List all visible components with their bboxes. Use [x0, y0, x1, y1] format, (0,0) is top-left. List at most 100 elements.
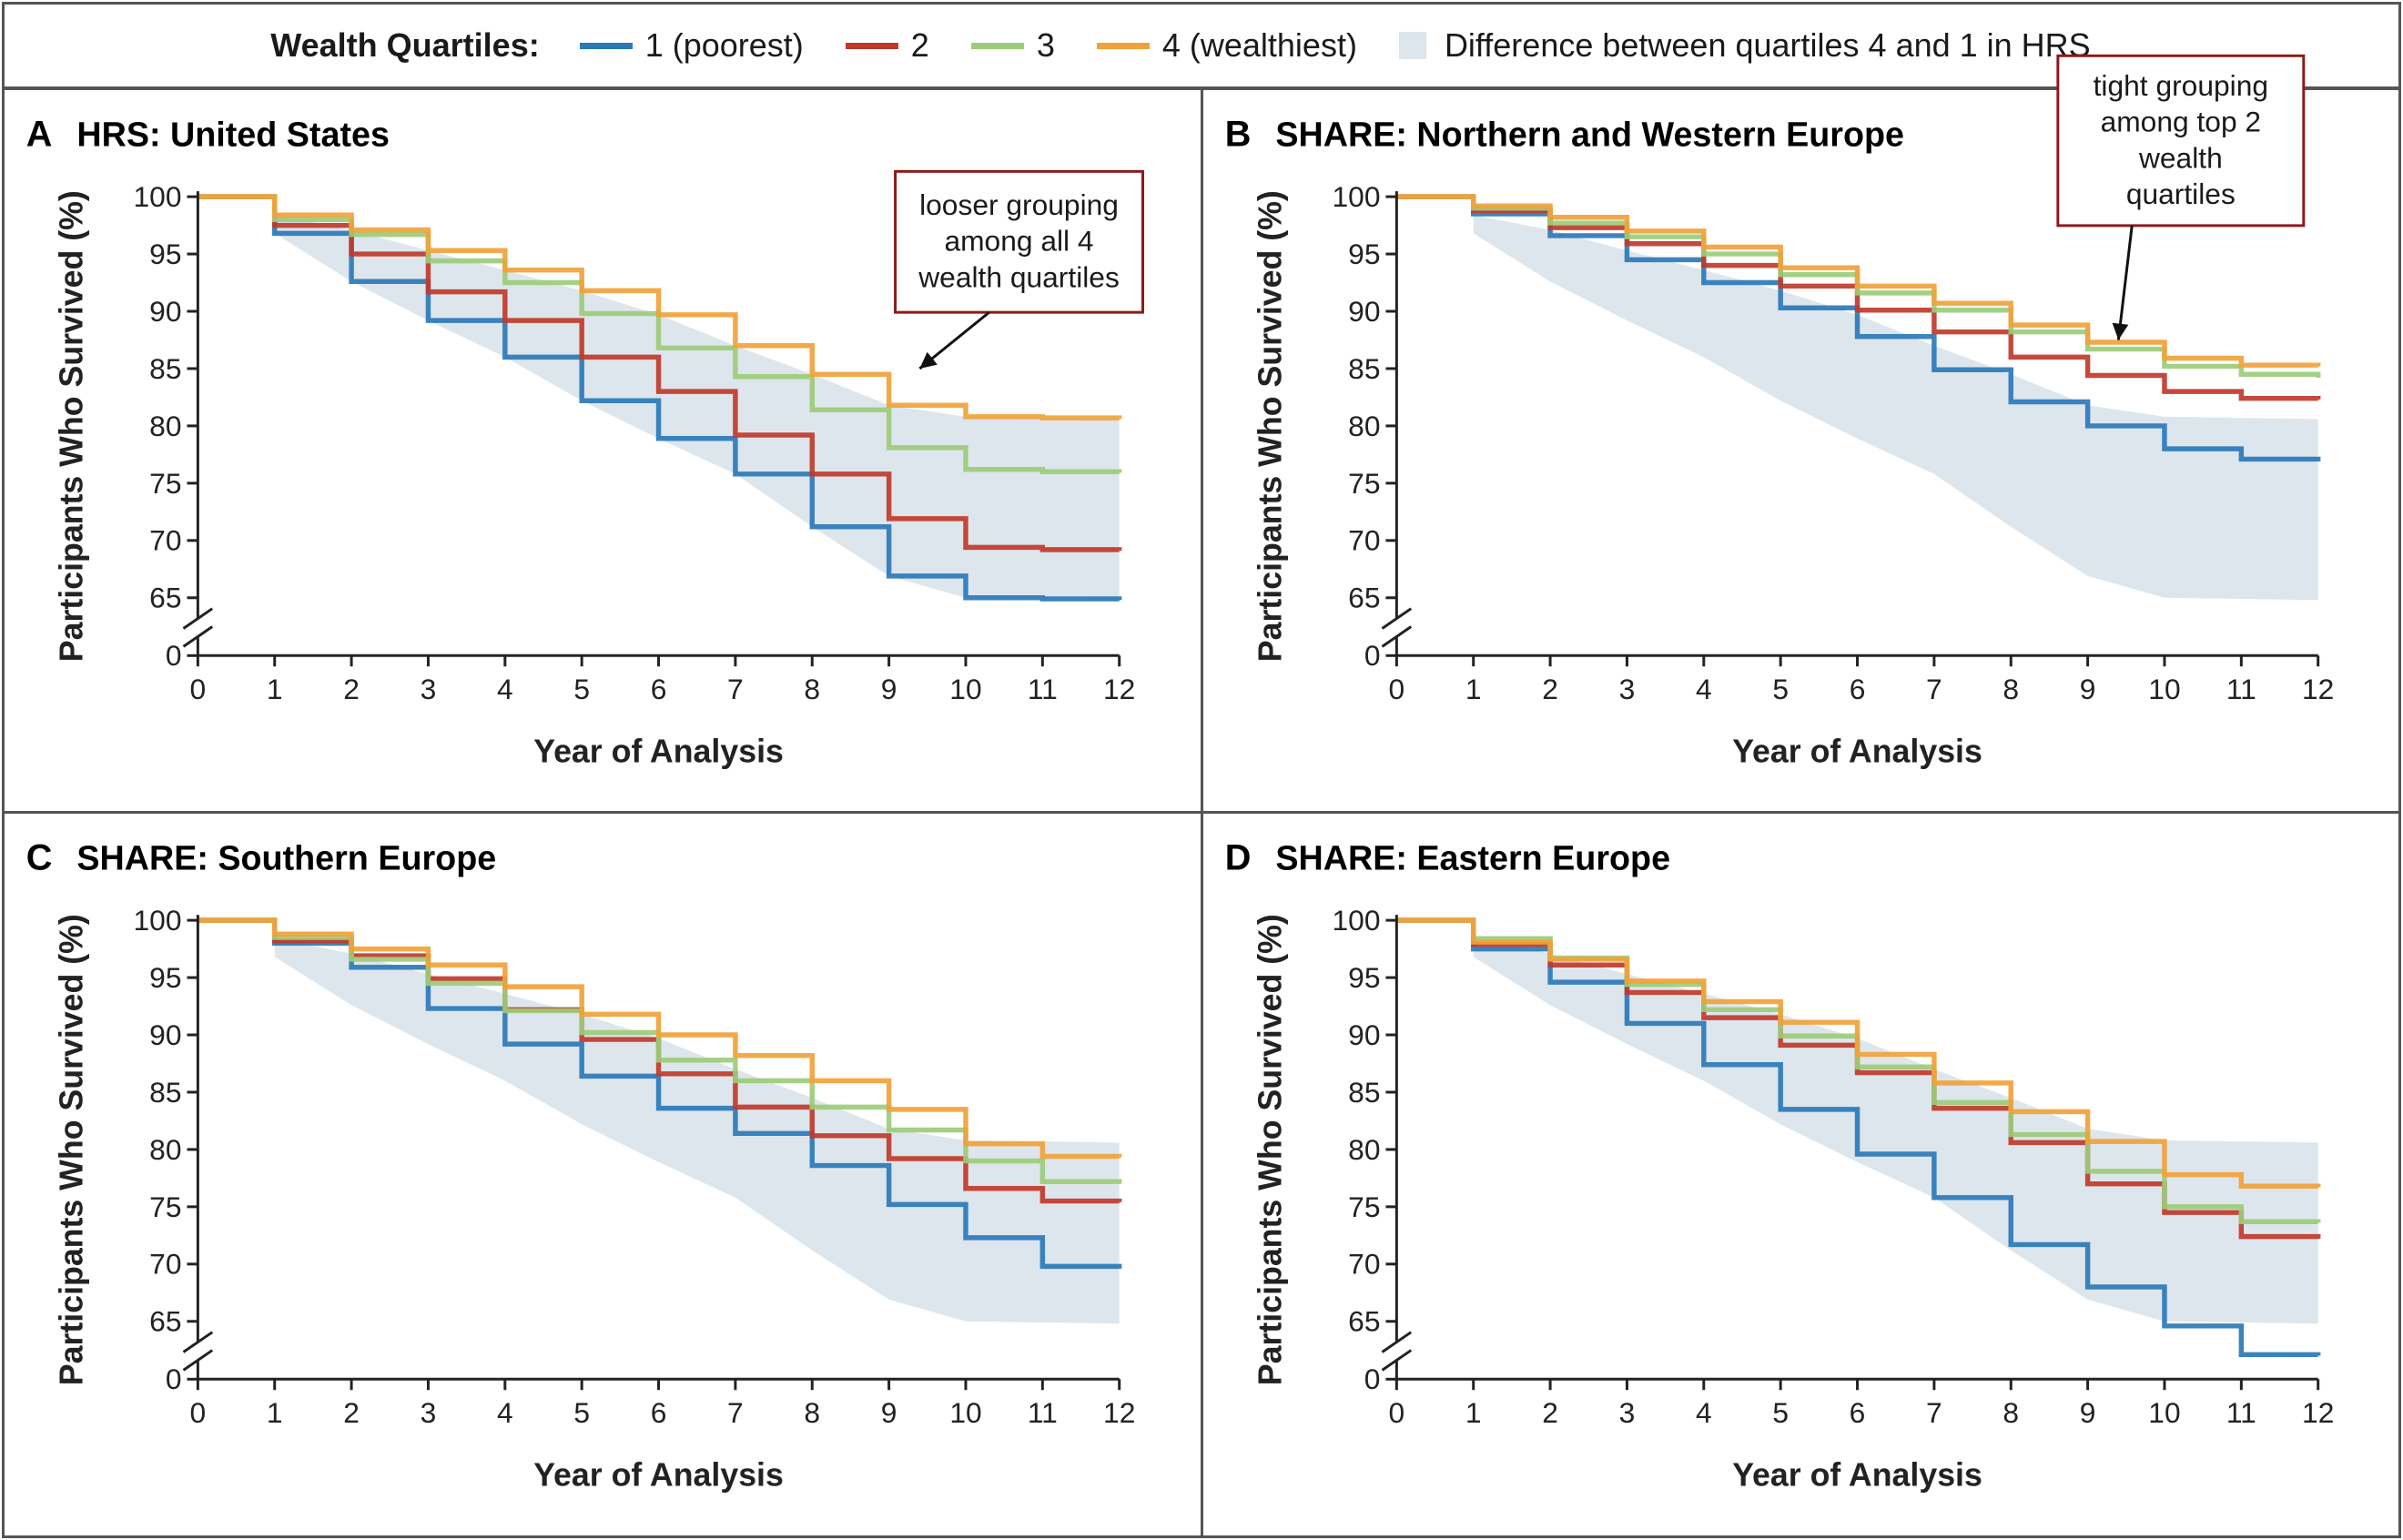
panel-c-y-tick-label: 85	[149, 1076, 181, 1109]
panel-d-x-tick-label: 2	[1542, 1396, 1558, 1429]
panel-b-series-q3	[1396, 194, 2321, 379]
panel-a-title: HRS: United States	[76, 116, 390, 154]
panel-a-series-q4	[198, 194, 1122, 420]
panel-b-x-tick-label: 12	[2302, 673, 2334, 705]
panel-c-y-axis-label: Participants Who Survived (%)	[53, 914, 89, 1385]
panel-c-y-tick-label-zero: 0	[166, 1363, 182, 1395]
legend: Wealth Quartiles: 1 (poorest) 2 3 4 (wea…	[2, 2, 2401, 89]
panel-a-x-tick-label: 6	[651, 673, 667, 705]
chart-panel-d: D SHARE: Eastern Europe100959085807570650…	[1225, 838, 2335, 1494]
panel-b-x-tick-label: 7	[1926, 673, 1942, 705]
panel-b-y-tick-label: 85	[1348, 352, 1380, 385]
panel-c-y-tick-label: 90	[149, 1018, 181, 1051]
panel-d-series-q2	[1396, 917, 2321, 1240]
panel-b-y-tick-label: 70	[1348, 524, 1380, 557]
panel-d-x-tick-label: 12	[2302, 1396, 2334, 1429]
panel-a-y-tick-label: 75	[149, 467, 181, 500]
panel-a-x-tick-label: 2	[343, 673, 360, 705]
panel-d-y-tick-label: 70	[1348, 1248, 1380, 1281]
panel-c-x-tick-label: 9	[881, 1396, 897, 1429]
panel-b-x-tick-label: 11	[2226, 673, 2256, 705]
panel-a-annotation-text: wealth quartiles	[918, 260, 1120, 293]
panel-d-axis-break-1	[1381, 1331, 1413, 1353]
panel-a-series-q1	[198, 194, 1122, 602]
panel-d-x-tick-label: 4	[1696, 1396, 1712, 1429]
panel-b-series-q4	[1396, 194, 2321, 368]
panel-b-x-axis-label: Year of Analysis	[1732, 733, 1982, 769]
legend-label-band: Difference between quartiles 4 and 1 in …	[1444, 26, 2091, 64]
panel-c-series-q4	[198, 917, 1122, 1160]
panel-d-x-tick-label: 6	[1850, 1396, 1866, 1429]
panel-d-title: SHARE: Eastern Europe	[1275, 839, 1670, 877]
panel-a-x-tick-label: 8	[804, 673, 820, 705]
panel-d-y-tick-label: 95	[1348, 961, 1380, 994]
panel-d-series-q4	[1396, 917, 2321, 1189]
panel-b-y-axis-label: Participants Who Survived (%)	[1252, 190, 1288, 662]
panel-b-difference-band	[1473, 215, 2318, 601]
panel-b-x-tick-label: 8	[2002, 673, 2019, 705]
panel-c-y-tick-label: 100	[134, 904, 182, 937]
panel-a-y-tick-label: 70	[149, 524, 181, 557]
panel-c-y-tick-label: 95	[149, 961, 181, 994]
panel-c-x-tick-label: 4	[497, 1396, 513, 1429]
panel-a-annotation-text: looser grouping	[919, 188, 1119, 221]
panel-d: D SHARE: Eastern Europe 100 95 90 85 80 75 70 65 0…	[1201, 811, 2401, 1538]
panel-b-annotation-text: tight grouping	[2094, 69, 2268, 102]
panel-d-axis-break-2	[1381, 1349, 1413, 1372]
panel-b-x-tick-label: 2	[1542, 673, 1558, 705]
panel-b-x-tick-label: 6	[1850, 673, 1866, 705]
panel-b-y-tick-label: 90	[1348, 295, 1380, 328]
panel-a-x-axis-label: Year of Analysis	[533, 733, 784, 769]
panel-b-x-tick-label: 3	[1619, 673, 1636, 705]
panel-a-y-tick-label: 90	[149, 295, 181, 328]
panel-a-y-tick-label: 65	[149, 582, 181, 614]
panel-c-difference-band	[274, 938, 1120, 1324]
panel-b-annotation-text: wealth	[2138, 141, 2223, 174]
panel-c-series-q1	[198, 917, 1122, 1270]
panel-c-axis-break-2	[182, 1349, 214, 1372]
panel-c-x-tick-label: 10	[949, 1396, 981, 1429]
panel-d-y-axis-label: Participants Who Survived (%)	[1252, 914, 1288, 1385]
panel-a-series-q3	[198, 194, 1122, 475]
panel-d-x-tick-label: 0	[1389, 1396, 1405, 1429]
panel-d-difference-band	[1473, 938, 2318, 1324]
panel-d-x-tick-label: 3	[1619, 1396, 1636, 1429]
panel-d-x-tick-label: 7	[1926, 1396, 1942, 1429]
panel-a-x-tick-label: 7	[727, 673, 744, 705]
panel-b-x-tick-label: 0	[1389, 673, 1405, 705]
panel-a-x-tick-label: 3	[421, 673, 437, 705]
panel-b-annotation-box	[2056, 54, 2306, 228]
legend-item-q4: 4 (wealthiest)	[1096, 26, 1357, 65]
panel-a-axis-break-2	[182, 625, 214, 648]
panel-c-x-tick-label: 0	[190, 1396, 207, 1429]
panel-a-y-tick-label: 95	[149, 238, 181, 270]
chart-panel-b: B SHARE: Northern and Western Europe10095…	[1225, 54, 2334, 769]
panel-a-x-tick-label: 5	[573, 673, 590, 705]
legend-label-q2: 2	[910, 26, 929, 64]
legend-swatch-q1	[579, 42, 633, 49]
panel-b-annotation-text: among top 2	[2101, 106, 2262, 138]
panel-b-x-tick-label: 9	[2080, 673, 2096, 705]
legend-item-band: Difference between quartiles 4 and 1 in …	[1398, 26, 2091, 65]
panel-b-annotation-text: quartiles	[2126, 177, 2236, 210]
panel-b-letter: B	[1225, 115, 1252, 155]
panel-c-x-tick-label: 12	[1103, 1396, 1135, 1429]
panel-d-x-tick-label: 5	[1772, 1396, 1789, 1429]
panel-a-x-tick-label: 10	[949, 673, 981, 705]
panel-c-series-q3	[198, 917, 1122, 1184]
panel-b-y-tick-label: 100	[1333, 180, 1381, 213]
panel-c-x-tick-label: 8	[804, 1396, 820, 1429]
panel-b-x-tick-label: 1	[1465, 673, 1482, 705]
panel-d-y-tick-label: 80	[1348, 1133, 1380, 1166]
panel-c-x-tick-label: 3	[421, 1396, 437, 1429]
panel-c-x-tick-label: 7	[727, 1396, 744, 1429]
panel-a: A HRS: United States 100 95 90 85 80 75 70 65 0 0 1 2…	[2, 87, 1203, 814]
legend-swatch-q4	[1096, 42, 1150, 49]
panel-c: C SHARE: Southern Europe 100 95 90 85 80 75 70 65…	[2, 811, 1203, 1538]
panel-a-difference-band	[274, 215, 1120, 601]
panel-b-annotation-arrow	[2116, 225, 2134, 340]
chart-panel-c: C SHARE: Southern Europe10095908580757065…	[26, 838, 1136, 1494]
panel-c-x-tick-label: 2	[343, 1396, 360, 1429]
legend-item-q3: 3	[970, 26, 1055, 65]
